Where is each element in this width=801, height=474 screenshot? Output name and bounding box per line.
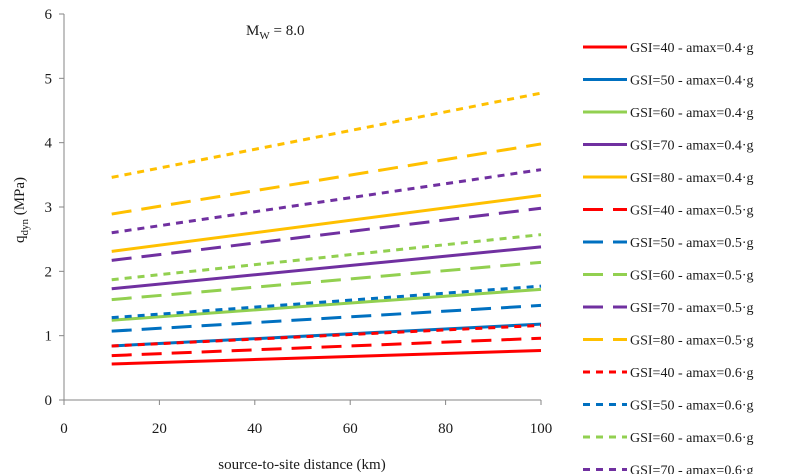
legend-label: GSI=40 - amax=0.5·g [630,204,754,219]
x-tick-label: 40 [247,421,262,437]
x-tick-label: 60 [343,421,358,437]
series-line [111,142,542,216]
x-axis-label: source-to-site distance (km) [218,457,385,473]
legend-label: GSI=50 - amax=0.6·g [630,399,754,414]
y-tick-label: 1 [45,329,53,345]
legend-label: GSI=40 - amax=0.4·g [630,41,754,56]
series-line [111,348,542,366]
plot-lines [111,91,542,366]
axes [63,14,541,401]
y-tick-label: 2 [45,264,53,280]
series-line [111,245,542,291]
legend-label: GSI=50 - amax=0.4·g [630,74,754,89]
legend-label: GSI=80 - amax=0.5·g [630,334,754,349]
y-tick-label: 4 [45,136,53,152]
legend-label: GSI=60 - amax=0.4·g [630,106,754,121]
legend-label: GSI=40 - amax=0.6·g [630,366,754,381]
y-tick-label: 5 [45,71,53,87]
series-line [111,206,542,262]
legend-label: GSI=60 - amax=0.5·g [630,269,754,284]
legend-label: GSI=70 - amax=0.4·g [630,139,754,154]
series-line [111,336,542,358]
y-ticks: 0 1 2 3 4 5 6 [45,7,64,409]
x-tick-label: 100 [530,421,553,437]
y-tick-label: 6 [45,7,53,23]
legend-label: GSI=80 - amax=0.4·g [630,171,754,186]
mw-annotation: MW = 8.0 [246,23,304,42]
series-line [111,287,542,322]
x-tick-label: 20 [152,421,167,437]
legend: GSI=40 - amax=0.4·g GSI=50 - amax=0.4·g GS… [583,41,754,474]
series-line [111,233,542,282]
legend-label: GSI=70 - amax=0.5·g [630,301,754,316]
x-ticks: 0 20 40 60 80 100 [60,400,552,437]
legend-label: GSI=70 - amax=0.6·g [630,464,754,474]
series-line [111,260,542,302]
series-line [111,303,542,333]
series-line [111,91,542,179]
y-axis-label: qdyn (MPa) [12,177,31,243]
x-tick-label: 0 [60,421,68,437]
series-line [111,323,542,348]
series-line [111,193,542,253]
legend-label: GSI=50 - amax=0.5·g [630,236,754,251]
legend-label: GSI=60 - amax=0.6·g [630,431,754,446]
x-tick-label: 80 [438,421,453,437]
y-tick-label: 0 [45,393,53,409]
series-line [111,284,542,320]
y-tick-label: 3 [45,200,53,216]
